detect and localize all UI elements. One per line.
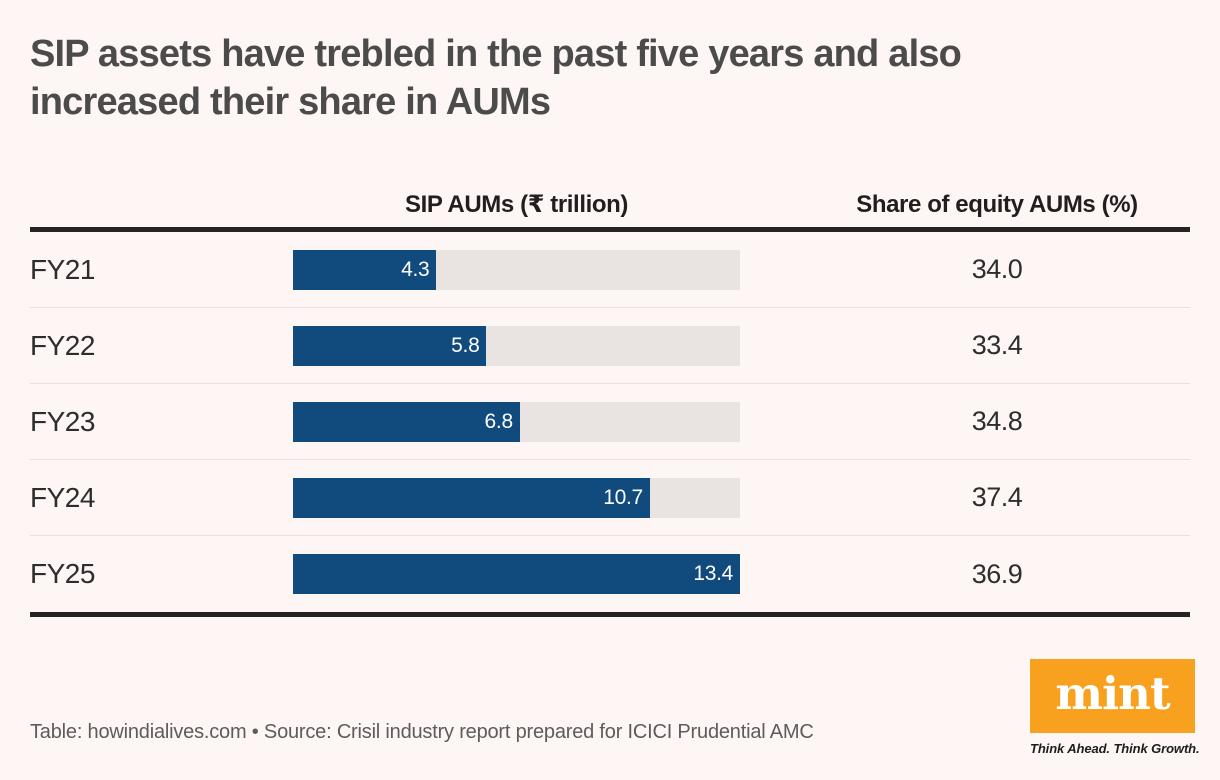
share-value: 34.8: [971, 406, 1023, 436]
table-row: FY24 10.7 37.4: [30, 460, 1190, 536]
fiscal-year-label: FY21: [30, 253, 95, 285]
bar-fill: 5.8: [293, 325, 487, 366]
bottom-rule: [30, 612, 1190, 617]
table-row: FY21 4.3 34.0: [30, 232, 1190, 308]
column-header-sip-aum: SIP AUMs (₹ trillion): [405, 191, 628, 218]
top-rule: [30, 227, 1190, 232]
share-value: 37.4: [971, 482, 1023, 512]
share-value: 33.4: [971, 330, 1023, 360]
bar-track: 10.7: [293, 477, 740, 518]
source-attribution: Table: howindialives.com • Source: Crisi…: [30, 721, 814, 743]
publisher-brand-block: mint Think Ahead. Think Growth.: [1030, 659, 1200, 756]
data-table: SIP AUMs (₹ trillion) Share of equity AU…: [30, 182, 1190, 617]
fiscal-year-label: FY25: [30, 558, 95, 589]
table-row: FY22 5.8 33.4: [30, 308, 1190, 384]
mint-wordmark: mint: [1055, 666, 1170, 720]
bar-track: 4.3: [293, 249, 740, 290]
fiscal-year-label: FY23: [30, 405, 95, 437]
brand-tagline: Think Ahead. Think Growth.: [1030, 741, 1200, 756]
bar-fill: 6.8: [293, 401, 520, 442]
bar-value-label: 10.7: [603, 485, 643, 509]
table-rows: FY21 4.3 34.0 FY22 5.8 33.4 FY23 6.8: [30, 232, 1190, 612]
bar-track: 13.4: [293, 554, 740, 594]
table-row: FY23 6.8 34.8: [30, 384, 1190, 460]
bar-value-label: 5.8: [451, 333, 480, 357]
bar-fill: 10.7: [293, 477, 650, 518]
column-header-share: Share of equity AUMs (%): [856, 190, 1138, 218]
bar-value-label: 6.8: [484, 409, 514, 433]
bar-track: 5.8: [293, 325, 740, 366]
mint-logo: mint: [1030, 659, 1195, 733]
column-header-row: SIP AUMs (₹ trillion) Share of equity AU…: [30, 182, 1190, 227]
bar-value-label: 4.3: [401, 257, 430, 281]
table-row: FY25 13.4 36.9: [30, 536, 1190, 612]
bar-fill: 13.4: [293, 554, 740, 594]
chart-title: SIP assets have trebled in the past five…: [30, 33, 962, 123]
bar-track: 6.8: [293, 401, 740, 442]
fiscal-year-label: FY24: [30, 481, 95, 513]
bar-value-label: 13.4: [693, 562, 733, 585]
share-value: 34.0: [971, 254, 1023, 284]
bar-fill: 4.3: [293, 249, 437, 290]
fiscal-year-label: FY22: [30, 329, 95, 361]
share-value: 36.9: [971, 558, 1023, 589]
